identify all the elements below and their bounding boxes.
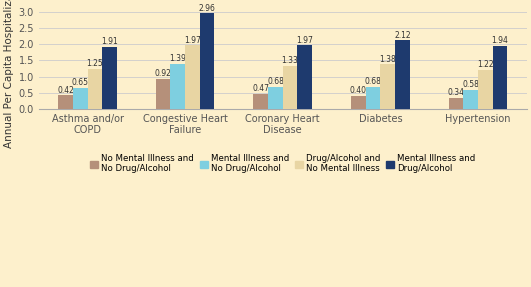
- Text: 0.58: 0.58: [463, 80, 479, 89]
- Bar: [73, 88, 88, 109]
- Bar: [464, 90, 478, 109]
- Text: 0.65: 0.65: [72, 78, 89, 87]
- Legend: No Mental Illness and
No Drug/Alcohol, Mental Illness and
No Drug/Alcohol, Drug/: No Mental Illness and No Drug/Alcohol, M…: [90, 154, 475, 173]
- Bar: [156, 79, 170, 109]
- Text: 0.68: 0.68: [365, 77, 381, 86]
- Text: 2.96: 2.96: [199, 3, 216, 13]
- Bar: [351, 96, 366, 109]
- Text: 0.42: 0.42: [57, 86, 74, 94]
- Y-axis label: Annual Per Capita Hospitalization: Annual Per Capita Hospitalization: [4, 0, 14, 148]
- Bar: [478, 69, 493, 109]
- Bar: [493, 46, 507, 109]
- Bar: [200, 13, 215, 109]
- Text: 1.25: 1.25: [87, 59, 103, 68]
- Bar: [366, 87, 380, 109]
- Bar: [88, 69, 102, 109]
- Bar: [102, 47, 117, 109]
- Bar: [253, 94, 268, 109]
- Text: 2.12: 2.12: [394, 31, 410, 40]
- Bar: [297, 45, 312, 109]
- Text: 1.97: 1.97: [184, 36, 201, 44]
- Bar: [395, 40, 410, 109]
- Text: 1.39: 1.39: [169, 54, 186, 63]
- Bar: [185, 45, 200, 109]
- Bar: [170, 64, 185, 109]
- Bar: [58, 95, 73, 109]
- Text: 1.38: 1.38: [379, 55, 396, 63]
- Bar: [380, 64, 395, 109]
- Text: 1.33: 1.33: [281, 56, 298, 65]
- Text: 0.47: 0.47: [252, 84, 269, 93]
- Text: 1.94: 1.94: [492, 36, 508, 45]
- Text: 1.97: 1.97: [296, 36, 313, 44]
- Text: 0.68: 0.68: [267, 77, 284, 86]
- Text: 1.91: 1.91: [101, 37, 118, 46]
- Bar: [268, 87, 283, 109]
- Bar: [283, 66, 297, 109]
- Text: 0.34: 0.34: [448, 88, 465, 97]
- Text: 0.92: 0.92: [155, 69, 172, 78]
- Bar: [449, 98, 464, 109]
- Text: 0.40: 0.40: [350, 86, 367, 95]
- Text: 1.22: 1.22: [477, 60, 494, 69]
